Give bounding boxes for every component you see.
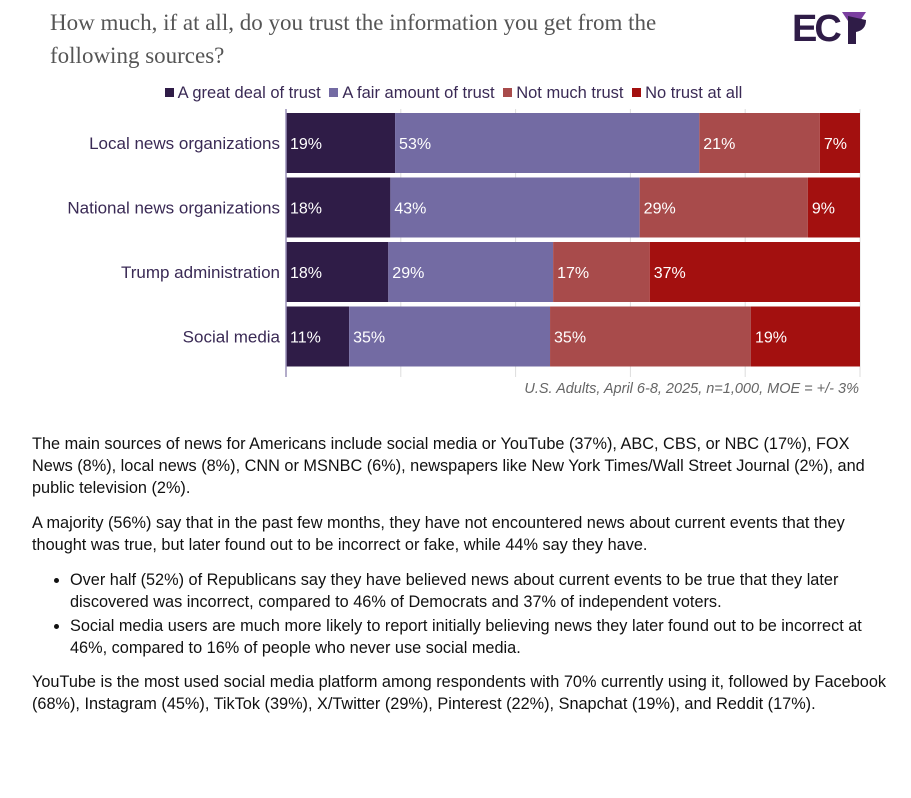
- data-label: 29%: [644, 201, 676, 218]
- legend-item-great: A great deal of trust: [164, 84, 321, 102]
- stacked-bar-chart: 19% 53% 21% 7% Local news organizations 18% 43…: [67, 109, 861, 377]
- bar-segment: [553, 242, 650, 302]
- paragraph: YouTube is the most used social media pl…: [32, 673, 887, 713]
- bar-segment: [286, 242, 389, 302]
- svg-text:EC: EC: [792, 8, 841, 44]
- data-label: 43%: [394, 201, 426, 218]
- data-label: 18%: [290, 201, 322, 218]
- data-label: 35%: [353, 330, 385, 347]
- data-label: 21%: [703, 136, 735, 153]
- data-label: 11%: [290, 330, 321, 347]
- ecp-logo: EC: [792, 8, 866, 44]
- category-label: Trump administration: [121, 263, 280, 282]
- data-label: 37%: [654, 265, 686, 282]
- bar-segment: [550, 306, 751, 367]
- bar-segment: [286, 306, 350, 367]
- bar-segment: [750, 306, 860, 367]
- data-label: 9%: [812, 201, 835, 218]
- data-label: 53%: [399, 136, 431, 153]
- source-note: U.S. Adults, April 6-8, 2025, n=1,000, M…: [524, 381, 859, 397]
- legend-label: No trust at all: [645, 84, 743, 102]
- data-label: 19%: [755, 330, 787, 347]
- list-item: Over half (52%) of Republicans say they …: [70, 569, 892, 613]
- bar-segment: [388, 242, 554, 302]
- bar-segment: [286, 177, 391, 238]
- legend-label: A great deal of trust: [177, 84, 321, 102]
- bullet-list: Over half (52%) of Republicans say they …: [32, 569, 892, 659]
- legend-label: A fair amount of trust: [342, 84, 495, 102]
- bar-segment: [395, 113, 700, 173]
- data-label: 35%: [554, 330, 586, 347]
- bar-segment: [639, 177, 808, 238]
- chart-title: How much, if at all, do you trust the in…: [50, 10, 657, 68]
- list-item: Social media users are much more likely …: [70, 615, 892, 659]
- legend-label: Not much trust: [516, 84, 624, 102]
- article-body: The main sources of news for Americans i…: [32, 433, 892, 728]
- legend-item-fair: A fair amount of trust: [329, 84, 495, 102]
- bar-segment: [286, 113, 396, 173]
- data-label: 17%: [557, 265, 589, 282]
- category-label: National news organizations: [67, 199, 280, 218]
- data-label: 18%: [290, 265, 322, 282]
- data-label: 19%: [290, 136, 322, 153]
- bar-segment: [349, 306, 551, 367]
- paragraph: A majority (56%) say that in the past fe…: [32, 514, 845, 554]
- data-label: 29%: [392, 265, 424, 282]
- data-label: 7%: [824, 136, 847, 153]
- bar-segment: [819, 113, 860, 173]
- bar-segment: [807, 177, 860, 238]
- legend-item-none: No trust at all: [632, 84, 742, 102]
- legend-item-notmuch: Not much trust: [503, 84, 624, 102]
- bar-segment: [699, 113, 820, 173]
- bar-segment: [649, 242, 860, 302]
- chart-legend: A great deal of trust A fair amount of t…: [0, 84, 911, 103]
- category-label: Social media: [183, 328, 281, 347]
- bar-segment: [390, 177, 640, 238]
- category-label: Local news organizations: [89, 134, 280, 153]
- paragraph: The main sources of news for Americans i…: [32, 435, 865, 497]
